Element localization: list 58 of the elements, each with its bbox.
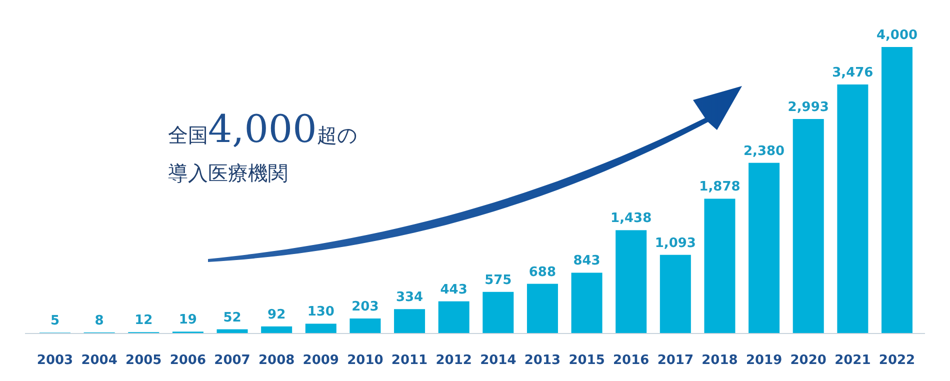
x-tick-label: 2012 [436, 353, 472, 368]
bar [350, 318, 381, 333]
x-tick-label: 2008 [258, 353, 295, 368]
x-tick-label: 2003 [36, 353, 74, 368]
data-label: 575 [484, 272, 512, 288]
bar [394, 309, 426, 333]
x-tick-label: 2017 [657, 353, 694, 368]
annotation: 全国4,000超の [168, 107, 357, 151]
bar [482, 292, 514, 333]
x-tick-label: 2020 [790, 353, 826, 368]
data-label: 334 [396, 290, 424, 306]
data-label: 130 [307, 304, 334, 320]
data-label: 3,476 [832, 65, 874, 80]
x-tick-label: 2022 [878, 353, 916, 368]
data-label: 1,878 [699, 180, 740, 195]
bar [438, 301, 470, 333]
data-label: 688 [528, 264, 556, 280]
data-label: 1,438 [610, 211, 652, 226]
x-tick-label: 2016 [613, 353, 650, 368]
bar [571, 272, 602, 333]
x-tick-label: 2011 [391, 353, 428, 368]
bar [882, 47, 912, 333]
bar [305, 324, 336, 333]
x-tick-label: 2009 [302, 353, 339, 368]
bar [704, 198, 736, 333]
x-tick-label: 2007 [214, 353, 250, 368]
data-label: 2,993 [788, 100, 829, 115]
x-tick-label: 2015 [568, 353, 605, 368]
data-label: 12 [134, 313, 153, 328]
x-tick-label: 2018 [702, 353, 738, 368]
data-label: 843 [573, 254, 600, 269]
x-tick-label: 2019 [746, 353, 782, 368]
x-tick-label: 2013 [524, 353, 561, 368]
x-tick-label: 2006 [170, 353, 206, 368]
bar [616, 230, 647, 333]
bar [526, 284, 558, 333]
bar [837, 84, 868, 333]
data-label: 1,093 [654, 236, 696, 251]
x-tick-label: 2005 [126, 353, 162, 368]
data-label: 203 [352, 299, 379, 314]
data-label: 19 [178, 312, 197, 328]
x-tick-label: 2004 [81, 353, 118, 368]
data-label: 52 [223, 310, 242, 326]
bar [660, 254, 691, 333]
data-label: 2,380 [743, 144, 785, 159]
data-label: 5 [50, 314, 60, 329]
x-tick-label: 2021 [834, 353, 871, 368]
x-tick-label: 2010 [347, 353, 384, 368]
bar [261, 326, 292, 333]
bar [792, 119, 824, 333]
bar [216, 329, 248, 333]
annotation: 導入医療機関 [168, 161, 288, 185]
data-label: 4,000 [876, 28, 918, 43]
data-label: 92 [268, 307, 286, 322]
data-label: 443 [440, 282, 468, 298]
x-tick-label: 2014 [480, 353, 516, 368]
data-label: 8 [94, 313, 104, 328]
bar [748, 162, 780, 333]
